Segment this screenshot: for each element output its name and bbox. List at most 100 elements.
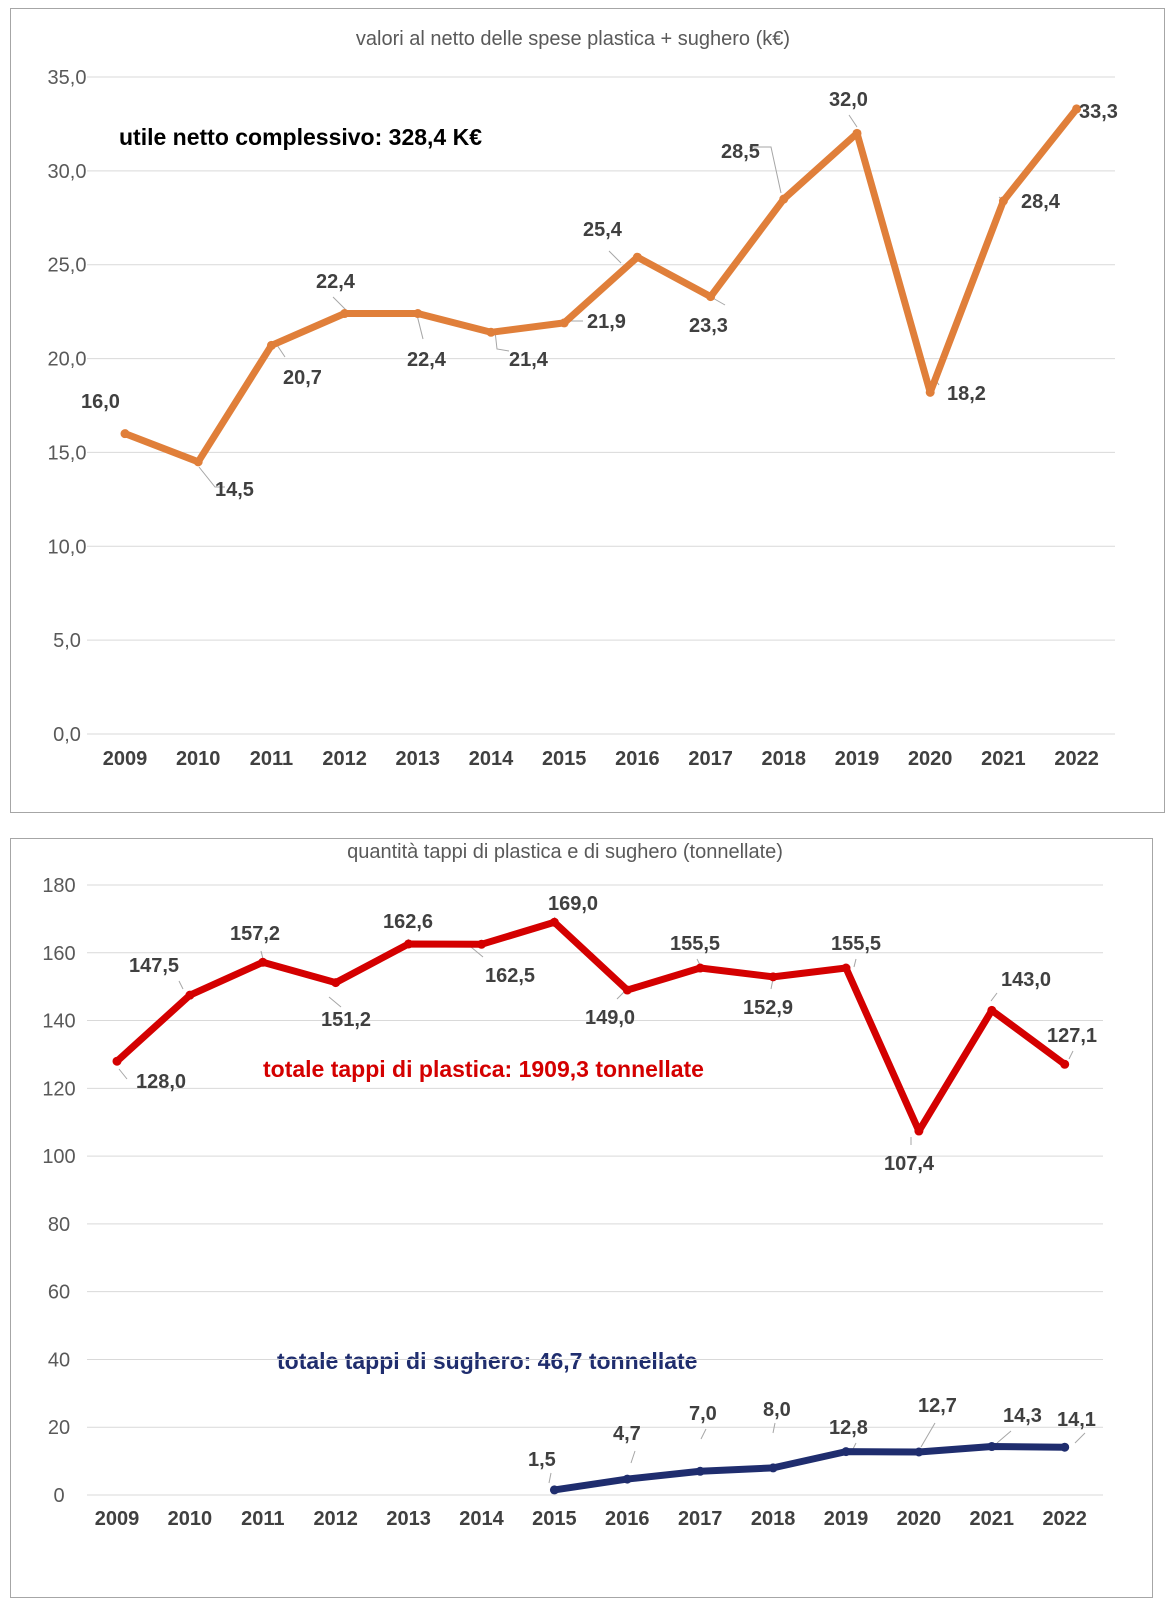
quantity-line-chart: quantità tappi di plastica e di sughero … — [42, 841, 1103, 1530]
data-point — [1060, 1442, 1070, 1452]
x-tick-label: 2015 — [542, 748, 587, 770]
data-label: 18,2 — [947, 383, 986, 405]
label-leader-line — [608, 250, 622, 264]
y-tick-label: 80 — [48, 1214, 70, 1236]
x-tick-label: 2018 — [751, 1508, 796, 1530]
total-profit-annotation: utile netto complessivo: 328,4 K€ — [119, 124, 482, 150]
x-tick-label: 2012 — [322, 748, 367, 770]
y-tick-label: 30,0 — [48, 161, 87, 183]
x-tick-label: 2019 — [835, 748, 880, 770]
y-tick-label: 60 — [48, 1282, 70, 1304]
data-point — [477, 939, 486, 949]
data-point — [622, 1474, 632, 1484]
data-label: 28,5 — [721, 141, 760, 163]
x-tick-label: 2012 — [313, 1508, 358, 1530]
data-label: 152,9 — [743, 997, 793, 1019]
data-label: 155,5 — [670, 933, 720, 955]
data-point — [925, 387, 935, 397]
data-point — [185, 990, 195, 1000]
y-tick-label: 180 — [42, 875, 75, 897]
data-point — [258, 957, 268, 967]
x-tick-label: 2021 — [981, 748, 1026, 770]
data-label: 147,5 — [129, 955, 179, 977]
label-leader-line — [700, 1428, 707, 1440]
label-leader-line — [996, 1430, 1012, 1444]
data-point — [998, 196, 1008, 206]
label-leader-line — [848, 114, 858, 128]
data-label: 4,7 — [613, 1423, 641, 1445]
y-tick-label: 160 — [42, 943, 75, 965]
x-tick-label: 2011 — [250, 748, 293, 770]
data-point — [695, 1466, 705, 1476]
data-point — [987, 1442, 997, 1452]
x-tick-label: 2019 — [824, 1508, 869, 1530]
label-leader-line — [332, 296, 348, 312]
plastic-total-annotation: totale tappi di plastica: 1909,3 tonnell… — [263, 1056, 704, 1082]
data-label: 22,4 — [407, 349, 447, 371]
data-point — [841, 963, 851, 973]
data-point — [559, 318, 569, 328]
label-leader-line — [260, 950, 264, 960]
data-label: 28,4 — [1021, 191, 1061, 213]
chart-title: valori al netto delle spese plastica + s… — [356, 28, 790, 50]
label-leader-line — [772, 1422, 776, 1434]
data-point — [852, 128, 862, 138]
y-tick-label: 20 — [48, 1417, 70, 1439]
x-tick-label: 2022 — [1042, 1508, 1087, 1530]
x-tick-label: 2013 — [386, 1508, 431, 1530]
x-tick-label: 2017 — [678, 1508, 723, 1530]
label-leader-line — [494, 330, 510, 352]
data-label: 8,0 — [763, 1399, 791, 1421]
data-label: 14,3 — [1003, 1405, 1042, 1427]
data-point — [779, 194, 789, 204]
data-point — [768, 972, 778, 982]
data-point — [695, 963, 705, 973]
x-tick-label: 2010 — [176, 748, 221, 770]
x-tick-label: 2009 — [95, 1508, 140, 1530]
label-leader-line — [470, 946, 484, 958]
data-point — [120, 429, 130, 439]
label-leader-line — [630, 1450, 636, 1464]
x-tick-label: 2021 — [970, 1508, 1015, 1530]
data-label: 20,7 — [283, 367, 322, 389]
data-point — [112, 1056, 122, 1066]
data-point — [987, 1005, 997, 1015]
label-leader-line — [198, 466, 225, 488]
x-tick-label: 2014 — [469, 748, 514, 770]
series-line — [550, 1443, 1069, 1494]
label-leader-line — [749, 146, 782, 194]
y-tick-label: 0,0 — [53, 724, 81, 746]
data-label: 32,0 — [829, 89, 868, 111]
data-label: 12,8 — [829, 1417, 868, 1439]
x-tick-label: 2016 — [615, 748, 660, 770]
x-tick-label: 2015 — [532, 1508, 577, 1530]
data-label: 23,3 — [689, 315, 728, 337]
data-label: 14,1 — [1057, 1409, 1096, 1431]
x-tick-label: 2011 — [241, 1508, 284, 1530]
data-point — [768, 1463, 778, 1473]
chart-panel-profit: valori al netto delle spese plastica + s… — [10, 8, 1165, 813]
data-point — [331, 978, 341, 988]
y-tick-label: 15,0 — [48, 442, 87, 464]
data-label: 169,0 — [548, 893, 598, 915]
data-label: 149,0 — [585, 1007, 635, 1029]
label-leader-line — [990, 992, 998, 1002]
data-point — [914, 1126, 924, 1136]
x-tick-label: 2009 — [103, 748, 148, 770]
series-line — [113, 918, 1069, 1135]
data-point — [706, 292, 716, 302]
data-label: 155,5 — [831, 933, 881, 955]
x-tick-label: 2020 — [908, 748, 953, 770]
data-label: 7,0 — [689, 1403, 717, 1425]
data-point — [413, 309, 423, 319]
cork-total-annotation: totale tappi di sughero: 46,7 tonnellate — [277, 1348, 697, 1374]
data-label: 33,3 — [1079, 101, 1118, 123]
y-tick-label: 140 — [42, 1011, 75, 1033]
data-point — [486, 327, 496, 337]
label-leader-line — [1068, 1050, 1074, 1060]
data-label: 21,9 — [587, 311, 626, 333]
data-point — [841, 1447, 851, 1457]
y-tick-label: 100 — [42, 1146, 75, 1168]
x-tick-label: 2013 — [396, 748, 441, 770]
x-tick-label: 2016 — [605, 1508, 650, 1530]
